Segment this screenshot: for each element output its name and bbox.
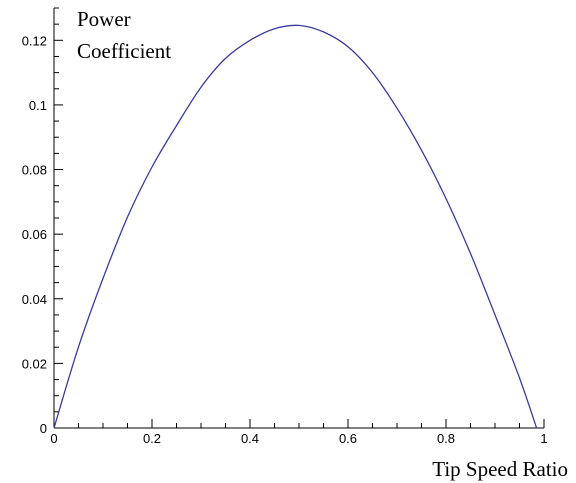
y-tick-label: 0.04	[22, 292, 47, 307]
x-tick-label: 0.8	[437, 431, 455, 446]
y-axis-ticks: 0 0.02 0.04 0.06 0.08 0.1 0.12	[22, 7, 63, 436]
y-tick-label: 0.06	[22, 227, 47, 242]
x-tick-label: 0.6	[339, 431, 357, 446]
x-axis-ticks: 0 0.2 0.4 0.6 0.8 1	[50, 419, 548, 446]
y-axis-title-line-2: Coefficient	[77, 39, 171, 63]
x-tick-label: 0.2	[143, 431, 161, 446]
y-axis-title-line-1: Power	[77, 7, 131, 31]
y-tick-label: 0.12	[22, 33, 47, 48]
series-line	[53, 24, 538, 429]
x-tick-label: 0.4	[241, 431, 259, 446]
y-tick-label: 0.1	[29, 98, 47, 113]
x-axis-title: Tip Speed Ratio	[432, 457, 568, 481]
x-tick-label: 0	[50, 431, 57, 446]
y-tick-label: 0.08	[22, 163, 47, 178]
x-tick-label: 1	[540, 431, 547, 446]
y-tick-label: 0.02	[22, 356, 47, 371]
y-tick-label: 0	[40, 421, 47, 436]
